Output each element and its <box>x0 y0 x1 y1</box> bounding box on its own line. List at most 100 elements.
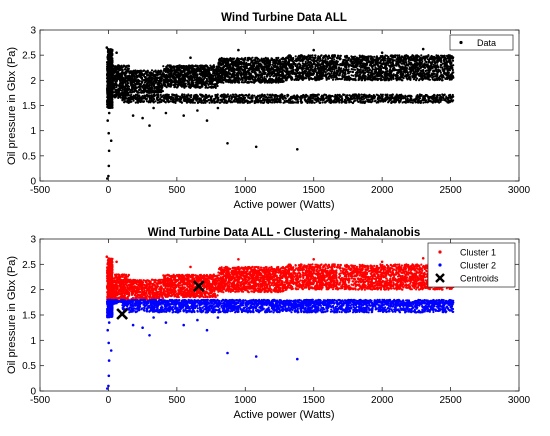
data-point <box>258 62 262 65</box>
data-point <box>239 63 242 66</box>
data-point <box>121 86 124 89</box>
data-point <box>191 75 194 78</box>
data-point <box>251 78 255 81</box>
data-point <box>270 79 273 82</box>
data-point <box>124 68 127 71</box>
data-point <box>128 71 131 75</box>
data-point <box>272 61 275 64</box>
chart-panel-top: Wind Turbine Data ALL -500 0 500 1000 1500 20… <box>6 12 531 211</box>
data-point <box>189 78 192 81</box>
data-point <box>138 82 141 85</box>
data-point <box>173 75 176 78</box>
data-point <box>207 86 210 89</box>
data-point <box>146 69 149 72</box>
data-point <box>277 81 280 84</box>
data-point <box>370 55 373 59</box>
data-point <box>216 84 219 87</box>
data-point <box>274 68 277 71</box>
data-point <box>176 86 179 89</box>
data-point <box>142 83 145 86</box>
data-point <box>281 68 284 71</box>
data-point <box>242 70 245 73</box>
data-point <box>191 83 194 86</box>
data-point <box>352 74 355 77</box>
data-point <box>229 59 232 62</box>
data-point <box>107 71 110 74</box>
data-point <box>223 76 226 79</box>
data-point <box>212 72 215 75</box>
data-point <box>217 69 220 72</box>
data-point <box>222 81 225 84</box>
data-point <box>152 80 155 83</box>
data-point <box>258 59 261 62</box>
data-point <box>370 69 373 72</box>
data-point <box>238 68 241 71</box>
data-point <box>109 82 112 85</box>
data-point <box>218 79 221 83</box>
data-point <box>243 62 246 65</box>
data-point <box>279 63 282 66</box>
data-point <box>109 88 112 92</box>
data-point <box>165 86 168 89</box>
data-point <box>206 69 209 72</box>
data-point <box>251 65 254 68</box>
data-point <box>109 78 112 81</box>
data-point <box>298 59 301 62</box>
data-point <box>211 66 214 69</box>
data-point <box>182 66 185 69</box>
data-point <box>221 62 224 66</box>
data-point <box>117 93 120 96</box>
data-point <box>235 67 238 70</box>
data-point <box>196 64 199 67</box>
data-point <box>441 66 444 69</box>
data-point <box>245 73 248 76</box>
data-point <box>117 70 120 73</box>
data-point <box>272 69 275 73</box>
data-point <box>194 83 198 86</box>
data-point <box>125 72 128 75</box>
data-point <box>277 56 280 60</box>
data-point <box>399 66 402 69</box>
data-point <box>212 86 215 89</box>
data-point <box>279 70 282 73</box>
data-point <box>187 70 190 73</box>
data-point <box>397 64 401 67</box>
data-point <box>110 101 113 104</box>
data-point <box>118 87 121 90</box>
data-point <box>142 88 145 91</box>
data-point <box>194 76 197 79</box>
data-point <box>115 80 118 83</box>
data-point <box>114 69 118 72</box>
data-point <box>181 71 184 74</box>
data-point <box>355 66 358 69</box>
data-point <box>165 68 168 71</box>
data-point <box>275 79 278 82</box>
data-point <box>244 75 247 78</box>
data-point <box>240 68 244 71</box>
data-point <box>122 88 125 91</box>
data-point <box>213 74 216 77</box>
data-point <box>332 76 335 79</box>
data-point <box>294 55 297 58</box>
data-point <box>113 76 116 80</box>
data-point <box>118 72 121 75</box>
data-point <box>136 75 139 79</box>
data-point <box>274 81 278 84</box>
data-point <box>275 56 278 60</box>
data-point <box>225 70 228 73</box>
data-point <box>173 78 176 82</box>
data-point <box>225 62 228 65</box>
data-point <box>109 48 112 51</box>
data-point <box>241 77 244 80</box>
data-point <box>240 65 243 68</box>
data-point <box>127 67 130 70</box>
data-point <box>234 78 237 81</box>
data-point <box>173 72 176 76</box>
data-point <box>149 73 152 76</box>
data-point <box>224 58 227 61</box>
data-point <box>221 75 224 78</box>
data-point <box>164 79 167 82</box>
data-point <box>110 93 113 96</box>
data-point <box>135 86 138 89</box>
